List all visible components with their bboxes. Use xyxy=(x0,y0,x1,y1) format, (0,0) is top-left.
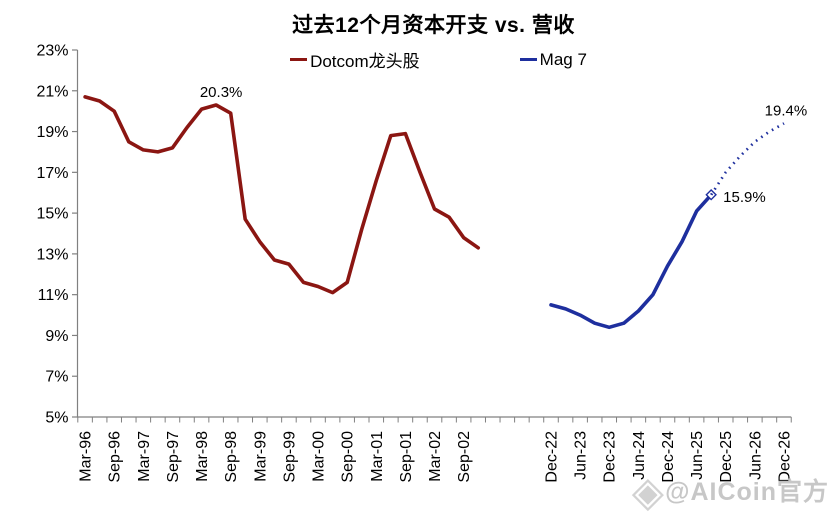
x-tick-label: Sep-99 xyxy=(281,431,298,483)
x-tick-label: Jun-25 xyxy=(689,431,706,480)
mag7-forecast-line xyxy=(710,122,785,196)
legend-item-mag7: Mag 7 xyxy=(519,49,587,70)
dotcom-line-swatch xyxy=(290,57,308,62)
annotation-label: 15.9% xyxy=(723,189,766,206)
x-tick-label: Mar-00 xyxy=(311,431,328,482)
x-tick-label: Dec-24 xyxy=(660,431,677,483)
y-tick-label: 21% xyxy=(36,83,68,100)
x-tick-label: Sep-96 xyxy=(107,431,124,483)
x-tick-label: Dec-23 xyxy=(602,431,619,483)
legend-label-mag7: Mag 7 xyxy=(539,49,587,69)
x-tick-label: Sep-98 xyxy=(223,431,240,483)
x-tick-label: Sep-00 xyxy=(340,431,357,483)
y-tick-label: 11% xyxy=(38,287,69,304)
x-tick-label: Sep-97 xyxy=(165,431,182,483)
x-tick-label: Mar-99 xyxy=(252,431,269,482)
y-tick-label: 5% xyxy=(45,410,68,427)
y-tick-label: 23% xyxy=(36,43,68,60)
x-tick-label: Jun-23 xyxy=(573,431,590,480)
y-tick-label: 15% xyxy=(36,206,68,223)
y-tick-label: 17% xyxy=(36,165,68,182)
x-tick-label: Mar-02 xyxy=(427,431,444,482)
mag7-line xyxy=(549,193,713,330)
annotation-label: 19.4% xyxy=(765,102,808,119)
x-tick-label: Dec-22 xyxy=(544,431,561,483)
x-tick-label: Dec-26 xyxy=(776,431,793,483)
y-tick-label: 7% xyxy=(45,369,68,386)
chart-legend: Dotcom龙头股 Mag 7 xyxy=(23,47,831,72)
x-tick-label: Mar-96 xyxy=(78,431,95,482)
x-tick-label: Jun-26 xyxy=(747,431,764,480)
x-tick-label: Mar-01 xyxy=(369,431,386,482)
dotcom-line xyxy=(83,95,480,295)
y-tick-label: 13% xyxy=(36,246,68,263)
legend-label-dotcom: Dotcom龙头股 xyxy=(310,52,420,71)
chart-title: 过去12个月资本开支 vs. 营收 xyxy=(292,14,575,37)
annotation-label: 20.3% xyxy=(200,84,243,101)
x-tick-label: Dec-25 xyxy=(718,431,735,483)
y-tick-label: 19% xyxy=(36,124,68,141)
x-tick-label: Jun-24 xyxy=(631,431,648,480)
y-tick-label: 9% xyxy=(45,328,68,345)
x-tick-label: Sep-02 xyxy=(456,431,473,483)
x-tick-label: Sep-01 xyxy=(398,431,415,483)
x-tick-label: Mar-97 xyxy=(136,431,153,482)
legend-item-dotcom: Dotcom龙头股 xyxy=(290,47,420,72)
mag7-line-swatch xyxy=(519,57,537,62)
x-tick-label: Mar-98 xyxy=(194,431,211,482)
